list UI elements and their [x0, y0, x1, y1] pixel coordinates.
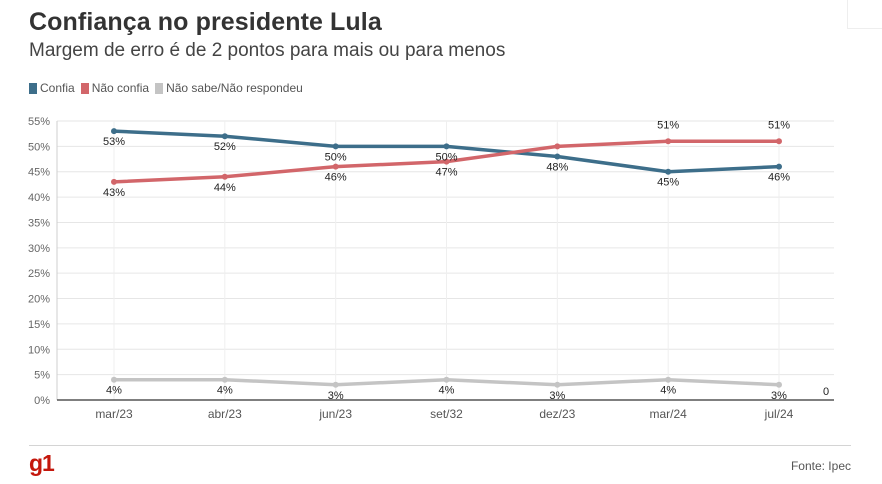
- y-tick-label: 15%: [28, 319, 50, 331]
- data-point: [111, 178, 117, 185]
- data-point: [554, 381, 561, 388]
- data-point: [443, 158, 450, 165]
- legend-swatch-nao-sabe: [155, 82, 164, 94]
- data-label: 46%: [325, 172, 347, 184]
- data-point: [332, 163, 339, 170]
- chart-title: Confiança no presidente Lula: [29, 8, 382, 36]
- extra-annotation: 0: [823, 386, 829, 398]
- legend-swatch-confia: [29, 82, 37, 94]
- legend-label-nao-sabe: Não sabe/Não respondeu: [166, 81, 303, 95]
- x-tick-label: mar/24: [649, 407, 687, 421]
- data-point: [443, 376, 450, 383]
- legend: Confia Não confia Não sabe/Não respondeu: [29, 81, 309, 95]
- chart-subtitle: Margem de erro é de 2 pontos para mais o…: [29, 40, 506, 61]
- data-label: 46%: [768, 172, 790, 184]
- data-point: [111, 376, 117, 383]
- data-point: [554, 153, 561, 160]
- y-tick-label: 10%: [28, 344, 50, 356]
- data-label: 50%: [435, 151, 457, 163]
- y-tick-label: 30%: [28, 243, 50, 255]
- data-label: 3%: [771, 390, 787, 402]
- x-tick-label: jul/24: [764, 407, 794, 421]
- data-label: 4%: [660, 385, 676, 397]
- data-point: [665, 168, 672, 175]
- data-point: [776, 381, 782, 388]
- data-label: 48%: [546, 162, 568, 174]
- legend-swatch-nao-confia: [80, 82, 89, 94]
- data-point: [332, 381, 339, 388]
- y-tick-label: 55%: [28, 116, 50, 128]
- data-label: 50%: [325, 151, 347, 163]
- x-tick-label: dez/23: [539, 407, 575, 421]
- legend-label-nao-confia: Não confia: [91, 81, 150, 95]
- y-tick-label: 5%: [34, 370, 50, 382]
- data-point: [776, 163, 782, 170]
- y-tick-label: 45%: [28, 167, 50, 179]
- data-point: [221, 133, 228, 140]
- data-point: [554, 143, 561, 150]
- y-tick-label: 40%: [28, 192, 50, 204]
- data-label: 4%: [106, 385, 122, 397]
- data-label: 4%: [217, 385, 233, 397]
- source-text: Fonte: Ipec: [790, 459, 851, 473]
- y-tick-label: 25%: [28, 268, 50, 280]
- data-point: [443, 143, 450, 150]
- legend-label-confia: Confia: [40, 81, 75, 95]
- data-point: [221, 376, 228, 383]
- x-tick-label: jun/23: [318, 407, 352, 421]
- data-point: [221, 173, 228, 180]
- data-point: [332, 143, 339, 150]
- footer-divider: [29, 445, 851, 446]
- legend-item-nao-confia[interactable]: Não confia: [80, 81, 150, 95]
- y-tick-label: 50%: [28, 141, 50, 153]
- legend-item-confia[interactable]: Confia: [29, 81, 75, 95]
- data-label: 44%: [214, 182, 236, 194]
- y-tick-label: 35%: [28, 217, 50, 229]
- data-label: 53%: [103, 136, 125, 148]
- data-label: 43%: [103, 187, 125, 199]
- y-tick-label: 0%: [34, 395, 50, 407]
- data-label: 52%: [214, 141, 236, 153]
- data-label: 51%: [768, 119, 790, 131]
- corner-frame: [847, 0, 882, 29]
- x-tick-label: abr/23: [208, 407, 242, 421]
- data-label: 47%: [435, 167, 457, 179]
- data-label: 3%: [328, 390, 344, 402]
- legend-item-nao-sabe[interactable]: Não sabe/Não respondeu: [155, 81, 303, 95]
- data-label: 3%: [549, 390, 565, 402]
- data-point: [776, 138, 782, 145]
- g1-logo: g1: [29, 450, 55, 476]
- data-point: [665, 138, 672, 145]
- data-label: 45%: [657, 177, 679, 189]
- data-label: 51%: [657, 119, 679, 131]
- x-tick-label: set/32: [430, 407, 463, 421]
- data-point: [665, 376, 672, 383]
- data-point: [111, 128, 117, 135]
- y-tick-label: 20%: [28, 294, 50, 306]
- data-label: 4%: [439, 385, 455, 397]
- x-tick-label: mar/23: [95, 407, 133, 421]
